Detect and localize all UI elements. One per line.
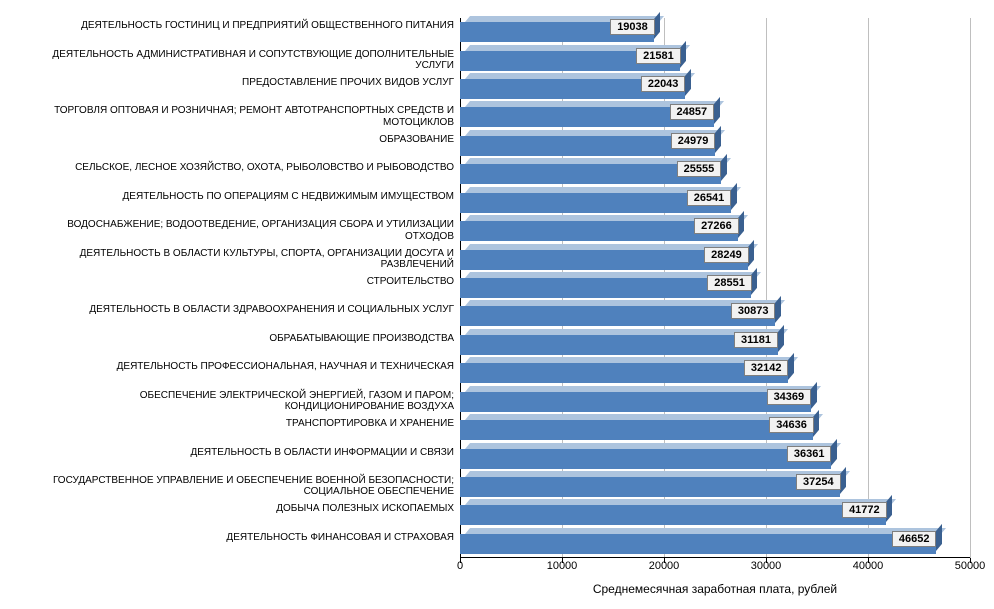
- bar-top-face: [465, 528, 946, 534]
- x-tick-label: 20000: [649, 560, 680, 572]
- bar-row: 25555: [460, 161, 970, 187]
- bar: [460, 534, 936, 554]
- bar-row: 31181: [460, 332, 970, 358]
- bar-side-face: [788, 353, 794, 380]
- bar-side-face: [886, 495, 892, 522]
- plot-area: 19038 21581 22043 24857 24979 25555 26541 27266…: [460, 18, 970, 558]
- bar-row: 28249: [460, 247, 970, 273]
- bar-row: 19038: [460, 19, 970, 45]
- bar-row: 22043: [460, 76, 970, 102]
- bar-side-face: [685, 69, 691, 96]
- bar-row: 46652: [460, 531, 970, 557]
- bar: [460, 392, 811, 412]
- category-label: ОБРАБАТЫВАЮЩИЕ ПРОИЗВОДСТВА: [34, 333, 454, 345]
- bar-row: 26541: [460, 190, 970, 216]
- value-label: 26541: [687, 190, 732, 206]
- bar-side-face: [840, 467, 846, 494]
- bar-row: 30873: [460, 303, 970, 329]
- bar-side-face: [778, 325, 784, 352]
- value-label: 19038: [610, 19, 655, 35]
- x-tick-label: 30000: [751, 560, 782, 572]
- category-label: СЕЛЬСКОЕ, ЛЕСНОЕ ХОЗЯЙСТВО, ОХОТА, РЫБОЛ…: [34, 162, 454, 174]
- bar-row: 32142: [460, 360, 970, 386]
- category-label: ДЕЯТЕЛЬНОСТЬ ФИНАНСОВАЯ И СТРАХОВАЯ: [34, 532, 454, 544]
- bar: [460, 449, 831, 469]
- bar-row: 24857: [460, 104, 970, 130]
- x-tick-label: 10000: [547, 560, 578, 572]
- category-label: ДЕЯТЕЛЬНОСТЬ В ОБЛАСТИ ЗДРАВООХРАНЕНИЯ И…: [34, 304, 454, 316]
- bar-row: 27266: [460, 218, 970, 244]
- bar-side-face: [738, 211, 744, 238]
- value-label: 36361: [787, 446, 832, 462]
- grid-line: [970, 18, 971, 558]
- value-label: 30873: [731, 303, 776, 319]
- category-label: ПРЕДОСТАВЛЕНИЕ ПРОЧИХ ВИДОВ УСЛУГ: [34, 77, 454, 89]
- category-label: ВОДОСНАБЖЕНИЕ; ВОДООТВЕДЕНИЕ, ОРГАНИЗАЦИ…: [34, 219, 454, 242]
- bar-top-face: [465, 443, 841, 449]
- bar-row: 36361: [460, 446, 970, 472]
- bar-row: 24979: [460, 133, 970, 159]
- bar: [460, 363, 788, 383]
- category-label: ОБЕСПЕЧЕНИЕ ЭЛЕКТРИЧЕСКОЙ ЭНЕРГИЕЙ, ГАЗО…: [34, 390, 454, 413]
- bar: [460, 420, 813, 440]
- bar-side-face: [775, 296, 781, 323]
- bar: [460, 477, 840, 497]
- bar-row: 28551: [460, 275, 970, 301]
- bar: [460, 505, 886, 525]
- bar-row: 34369: [460, 389, 970, 415]
- x-tick-label: 0: [457, 560, 463, 572]
- value-label: 37254: [796, 474, 841, 490]
- category-label: ДЕЯТЕЛЬНОСТЬ В ОБЛАСТИ ИНФОРМАЦИИ И СВЯЗ…: [34, 447, 454, 459]
- value-label: 28249: [704, 247, 749, 263]
- bar: [460, 306, 775, 326]
- bar-side-face: [714, 97, 720, 124]
- category-label: ОБРАЗОВАНИЕ: [34, 134, 454, 146]
- category-label: ДЕЯТЕЛЬНОСТЬ В ОБЛАСТИ КУЛЬТУРЫ, СПОРТА,…: [34, 248, 454, 271]
- category-label: ДЕЯТЕЛЬНОСТЬ ПО ОПЕРАЦИЯМ С НЕДВИЖИМЫМ И…: [34, 191, 454, 203]
- bar-row: 37254: [460, 474, 970, 500]
- bar-top-face: [465, 471, 850, 477]
- x-tick-label: 40000: [853, 560, 884, 572]
- value-label: 28551: [707, 275, 752, 291]
- value-label: 22043: [641, 76, 686, 92]
- bars-container: 19038 21581 22043 24857 24979 25555 26541 27266…: [460, 18, 970, 558]
- bar-row: 41772: [460, 502, 970, 528]
- bar-side-face: [654, 12, 660, 39]
- bar-top-face: [465, 499, 896, 505]
- bar-side-face: [721, 154, 727, 181]
- bar-row: 21581: [460, 48, 970, 74]
- value-label: 34636: [769, 417, 814, 433]
- value-label: 25555: [677, 161, 722, 177]
- category-label: ТРАНСПОРТИРОВКА И ХРАНЕНИЕ: [34, 418, 454, 430]
- bar-side-face: [813, 410, 819, 437]
- category-label: ДЕЯТЕЛЬНОСТЬ ГОСТИНИЦ И ПРЕДПРИЯТИЙ ОБЩЕ…: [34, 20, 454, 32]
- value-label: 21581: [636, 48, 681, 64]
- category-label: ДЕЯТЕЛЬНОСТЬ ПРОФЕССИОНАЛЬНАЯ, НАУЧНАЯ И…: [34, 361, 454, 373]
- category-label: ДЕЯТЕЛЬНОСТЬ АДМИНИСТРАТИВНАЯ И СОПУТСТВ…: [34, 49, 454, 72]
- bar: [460, 335, 778, 355]
- category-label: ГОСУДАРСТВЕННОЕ УПРАВЛЕНИЕ И ОБЕСПЕЧЕНИЕ…: [34, 475, 454, 498]
- category-label: ДОБЫЧА ПОЛЕЗНЫХ ИСКОПАЕМЫХ: [34, 503, 454, 515]
- bar-side-face: [751, 268, 757, 295]
- value-label: 27266: [694, 218, 739, 234]
- value-label: 31181: [734, 332, 778, 348]
- value-label: 24979: [671, 133, 716, 149]
- category-label: ТОРГОВЛЯ ОПТОВАЯ И РОЗНИЧНАЯ; РЕМОНТ АВТ…: [34, 105, 454, 128]
- x-axis-title: Среднемесячная заработная плата, рублей: [460, 582, 970, 596]
- x-tick-label: 50000: [955, 560, 986, 572]
- value-label: 24857: [670, 104, 715, 120]
- value-label: 34369: [767, 389, 812, 405]
- x-axis-line: [460, 557, 970, 558]
- bar-row: 34636: [460, 417, 970, 443]
- value-label: 41772: [842, 502, 887, 518]
- value-label: 46652: [892, 531, 937, 547]
- value-label: 32142: [744, 360, 789, 376]
- category-label: СТРОИТЕЛЬСТВО: [34, 276, 454, 288]
- salary-bar-chart: 19038 21581 22043 24857 24979 25555 26541 27266…: [0, 0, 994, 609]
- x-tick-labels: 01000020000300004000050000: [460, 560, 970, 578]
